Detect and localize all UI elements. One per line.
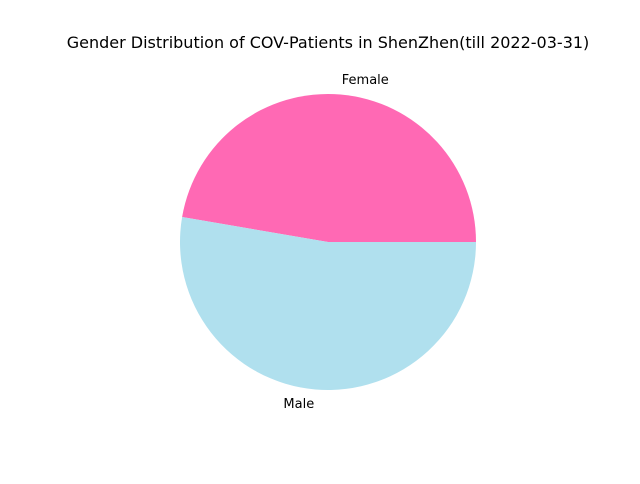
- pie-slice-female: [182, 93, 477, 242]
- pie-label-female: Female: [342, 73, 389, 88]
- pie-label-male: Male: [283, 397, 314, 412]
- pie-slice-male: [180, 217, 476, 390]
- chart-title: Gender Distribution of COV-Patients in S…: [67, 33, 590, 52]
- pie-slices: [180, 93, 477, 390]
- pie-labels: Female Male: [283, 73, 388, 412]
